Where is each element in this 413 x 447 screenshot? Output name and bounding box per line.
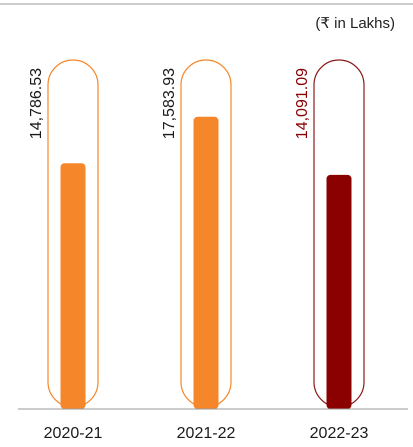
category-labels-group: 2020-21 2021-22 2022-23: [44, 425, 369, 442]
value-label-2022-23: 14,091.09: [294, 68, 311, 139]
category-label-2020-21: 2020-21: [44, 425, 103, 442]
value-label-2021-22: 17,583.93: [161, 68, 178, 139]
bar-2020-21: [60, 163, 86, 409]
category-label-2021-22: 2021-22: [177, 425, 236, 442]
value-label-2020-21: 14,786.53: [28, 68, 45, 139]
bar-2021-22: [193, 116, 219, 410]
bar-2022-23: [326, 174, 352, 409]
bars-group: 14,786.53 17,583.93 14,091.09: [28, 59, 365, 410]
unit-label: (₹ in Lakhs): [315, 15, 395, 32]
category-label-2022-23: 2022-23: [310, 425, 369, 442]
